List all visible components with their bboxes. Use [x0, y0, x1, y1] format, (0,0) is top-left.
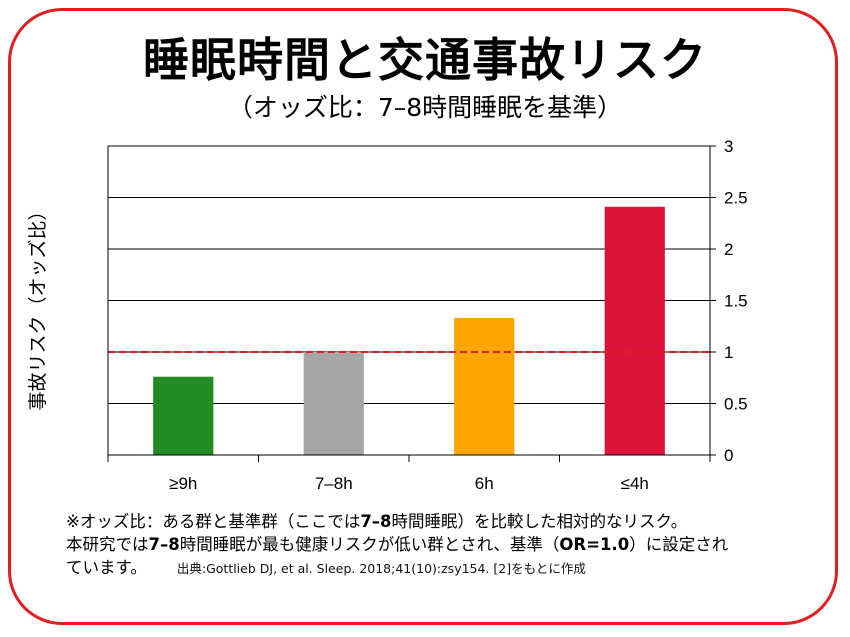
label-layer: 0 0.5 1 1.5 2 2.5 3 ≥9h 7–8h 6h ≤4h — [169, 137, 748, 493]
bar-1 — [303, 352, 364, 455]
chart-subtitle: （オッズ比：7–8時間睡眠を基準） — [227, 93, 623, 122]
y-tick-label: 1 — [724, 343, 733, 362]
bar-3 — [604, 206, 665, 455]
bar-0 — [153, 376, 214, 455]
footnote-part2: 時間睡眠）を比較した相対的なリスク。 — [391, 512, 688, 531]
y-tick-label: 0 — [724, 446, 733, 465]
footnote-bold3: OR=1.0 — [559, 535, 630, 554]
footnote-part5: ）に設定され — [629, 535, 729, 554]
footnote-part4: 時間睡眠が最も健康リスクが低い群とされ、基準（ — [179, 535, 560, 554]
footnote-part3: 本研究では — [66, 535, 149, 554]
bar-layer — [153, 206, 665, 455]
x-tick-label: 6h — [475, 474, 494, 493]
footnote: ※オッズ比：ある群と基準群（ここでは7–8時間睡眠）を比較した相対的なリスク。 … — [66, 510, 826, 580]
footnote-bold2: 7–8 — [148, 535, 180, 554]
footnote-bold1: 7–8 — [360, 512, 392, 531]
y-tick-label: 0.5 — [724, 395, 748, 414]
x-tick-label: ≥9h — [169, 474, 197, 493]
footnote-part1: ※オッズ比：ある群と基準群（ここでは — [66, 512, 361, 531]
source-citation: 出典:Gottlieb DJ, et al. Sleep. 2018;41(10… — [176, 561, 586, 576]
rounded-frame — [8, 8, 838, 625]
y-tick-label: 2.5 — [724, 189, 748, 208]
y-tick-label: 3 — [724, 137, 733, 156]
y-tick-label: 1.5 — [724, 292, 748, 311]
bar-2 — [454, 318, 515, 455]
x-tick-label: 7–8h — [315, 474, 353, 493]
y-tick-label: 2 — [724, 240, 733, 259]
x-tick-label: ≤4h — [621, 474, 649, 493]
footnote-part6: ています。 — [66, 558, 147, 577]
chart-title: 睡眠時間と交通事故リスク — [143, 33, 707, 87]
axis-layer — [107, 145, 716, 462]
